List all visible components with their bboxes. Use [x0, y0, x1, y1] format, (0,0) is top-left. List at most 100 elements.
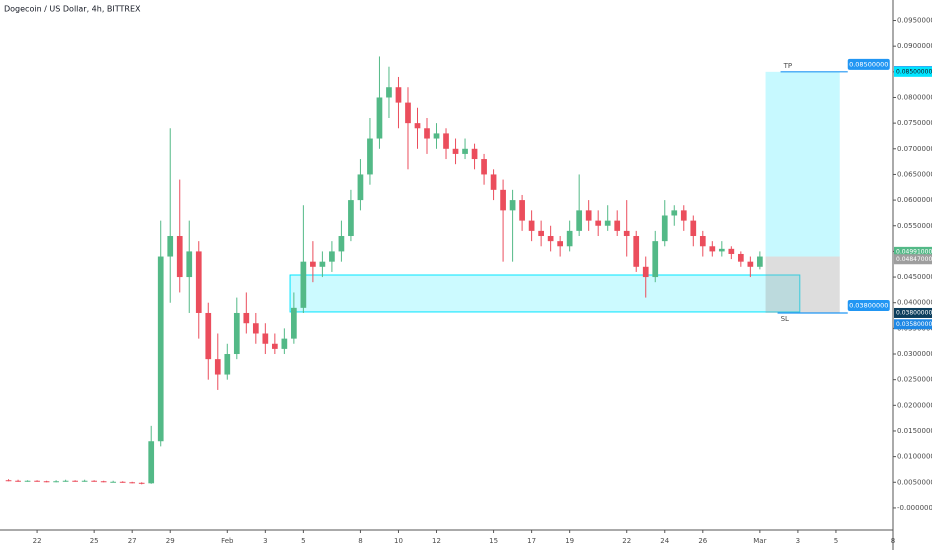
candle-body	[528, 220, 535, 231]
y-tick-label: 0.07000000	[897, 145, 932, 153]
y-tick-label: 0.05500000	[897, 222, 932, 230]
candle-body	[471, 148, 478, 160]
candle-body	[737, 253, 744, 262]
candle-body	[481, 159, 487, 175]
candle-body	[72, 480, 78, 482]
candle-body	[414, 123, 421, 129]
y-tick-label: 0.02500000	[897, 376, 932, 384]
x-tick-label: 27	[128, 537, 137, 545]
target-text: TP	[783, 62, 793, 70]
candle-body	[490, 174, 497, 190]
candle-body	[138, 482, 145, 484]
candle-body	[119, 481, 126, 483]
price-tag-label: 0.03580000	[896, 321, 932, 328]
candle-body	[633, 236, 640, 267]
candle-body	[547, 236, 554, 242]
candle-body	[100, 481, 107, 483]
candle-body	[699, 236, 706, 247]
y-tick-label: 0.01000000	[897, 453, 932, 461]
candle-body	[376, 97, 383, 139]
candle-body	[224, 354, 231, 375]
price-tag	[894, 246, 932, 257]
candle-body	[348, 200, 354, 237]
y-tick-label: 0.09000000	[897, 42, 932, 50]
candle-body	[538, 230, 544, 237]
target-tag	[847, 58, 890, 70]
candle-body	[300, 261, 307, 308]
y-tick-label: 0.06500000	[897, 170, 932, 178]
candle-body	[709, 246, 716, 252]
price-tag-label: 0.04847000	[896, 256, 932, 263]
candle-body	[157, 256, 164, 442]
x-tick-label: 19	[565, 537, 574, 545]
candle-body	[91, 480, 98, 482]
candle-body	[329, 251, 335, 262]
candle-body	[186, 251, 193, 278]
candle-body	[271, 343, 278, 349]
candle-body	[205, 312, 212, 360]
candle-body	[585, 210, 592, 221]
candle-body	[338, 236, 345, 252]
y-tick-label: 0.01500000	[897, 427, 932, 435]
candle-body	[53, 481, 59, 483]
x-tick-label: 8	[358, 537, 362, 545]
candle-body	[367, 138, 373, 175]
candle-body	[110, 481, 117, 483]
candle-body	[233, 312, 240, 355]
x-tick-label: 10	[394, 537, 403, 545]
candle-body	[500, 189, 506, 211]
candle-body	[728, 248, 735, 254]
candle-body	[557, 241, 563, 247]
candle-body	[195, 251, 202, 313]
candle-body	[604, 220, 611, 226]
candle-body	[43, 481, 50, 483]
candle-body	[614, 220, 621, 231]
y-tick-label: 0.04500000	[897, 273, 932, 281]
candle-body	[424, 128, 430, 139]
x-tick-label: 12	[432, 537, 441, 545]
y-tick-label: 0.06000000	[897, 196, 932, 204]
candle-body	[62, 480, 69, 482]
price-tag-label: 0.08500000	[896, 68, 932, 75]
price-tag-label: 0.04991000	[896, 248, 932, 255]
candle-body	[395, 87, 402, 103]
candle-body	[671, 210, 678, 216]
profit-zone	[765, 71, 840, 257]
candle-body	[718, 248, 725, 252]
support-zone	[289, 274, 801, 313]
candle-body	[757, 256, 763, 267]
candle-body	[24, 480, 31, 482]
plot-area	[5, 56, 848, 485]
candle-body	[243, 312, 250, 324]
candle-body	[680, 210, 687, 221]
candle-body	[310, 261, 316, 267]
candle-body	[386, 87, 392, 98]
candle-body	[452, 148, 459, 154]
candle-body	[262, 333, 269, 344]
candle-body	[595, 220, 602, 226]
candle-body	[623, 230, 630, 237]
candle-body	[129, 482, 136, 484]
y-tick-label: 0.07500000	[897, 119, 932, 127]
price-tag	[894, 254, 932, 265]
x-tick-label: 17	[527, 537, 536, 545]
candle-body	[566, 230, 573, 247]
y-tick-label: 0.09500000	[897, 17, 932, 25]
y-tick-label: -0.00000000	[897, 504, 932, 512]
candle-body	[652, 241, 659, 278]
x-tick-label: 22	[33, 537, 42, 545]
candle-body	[281, 338, 288, 349]
candle-body	[176, 236, 183, 278]
x-tick-label: 24	[660, 537, 669, 545]
candle-body	[690, 220, 697, 237]
candle-body	[252, 323, 259, 334]
x-tick-label: Feb	[221, 537, 234, 545]
price-tag	[894, 307, 932, 318]
y-tick-label: 0.00500000	[897, 478, 932, 486]
price-tag	[894, 66, 932, 77]
stop-tag	[847, 299, 890, 311]
x-tick-label: 8	[891, 537, 895, 545]
candle-body	[462, 148, 468, 154]
x-tick-label: 3	[796, 537, 800, 545]
